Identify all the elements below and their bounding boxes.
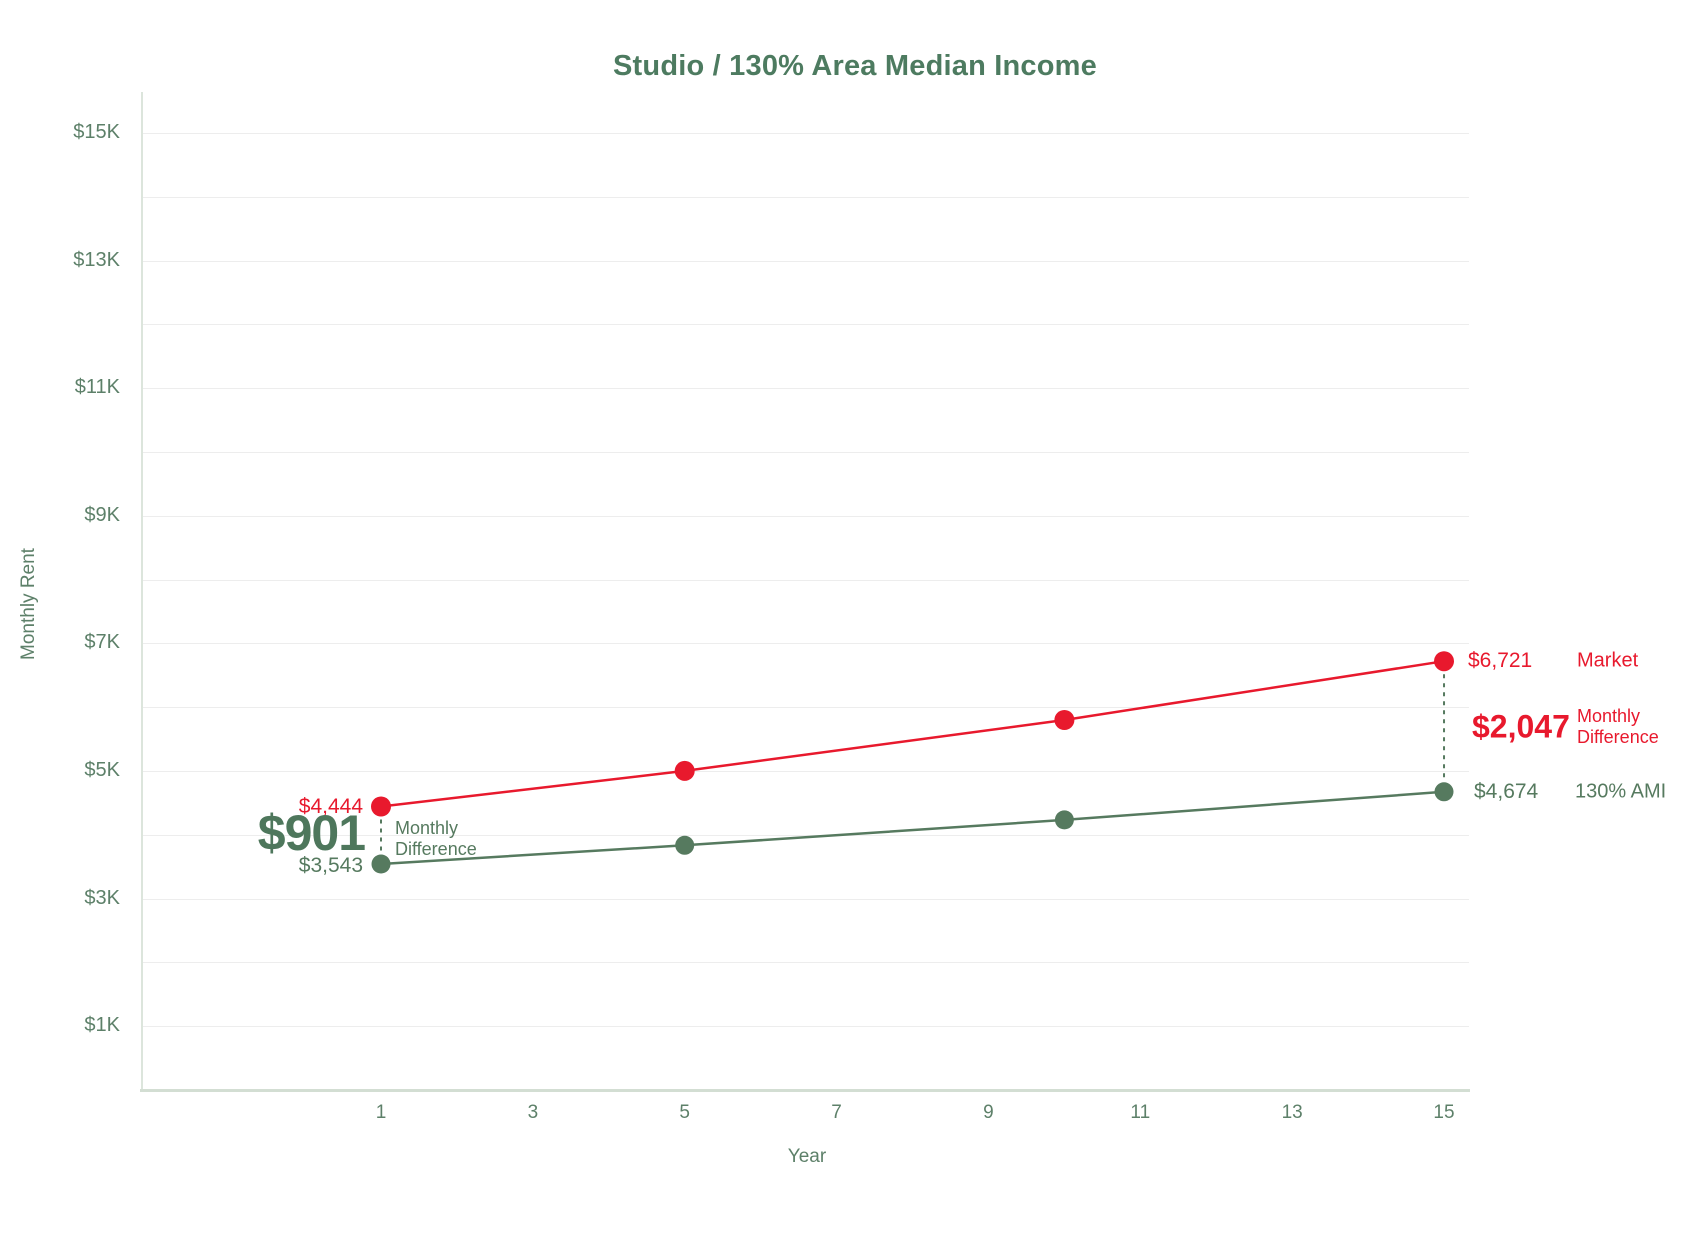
monthly-difference-end-caption: Monthly Difference	[1577, 706, 1659, 748]
y-tick-$11K: $11K	[74, 376, 120, 399]
gridline-14k	[142, 196, 1469, 198]
y-tick-$5K: $5K	[84, 759, 120, 781]
x-tick-9: 9	[983, 1102, 994, 1123]
ami-start-value-label: $3,543	[298, 854, 363, 877]
gridline-11k	[142, 388, 1469, 390]
x-tick-1: 1	[375, 1102, 387, 1123]
gridline-10k	[142, 452, 1469, 453]
y-tick-$3K: $3K	[84, 886, 120, 909]
ami-point-year-1[interactable]	[371, 854, 391, 874]
x-tick-11: 11	[1130, 1102, 1151, 1123]
market-end-value-label: $6,721	[1468, 649, 1533, 673]
gridline-8k	[142, 579, 1469, 581]
monthly-difference-start-value: $901	[257, 805, 366, 862]
ami-line	[380, 790, 1445, 866]
market-point-year-5[interactable]	[674, 760, 695, 781]
gridline-3k	[142, 898, 1469, 900]
gridline-12k	[142, 324, 1469, 326]
market-start-value-label: $4,444	[298, 794, 363, 818]
monthly-difference-end-caption-line1: Monthly	[1577, 705, 1641, 726]
market-point-year-15[interactable]	[1434, 651, 1454, 672]
chart-title: Studio / 130% Area Median Income	[613, 50, 1097, 82]
gridline-13k	[142, 260, 1469, 262]
ami-point-year-15[interactable]	[1434, 782, 1454, 802]
monthly-difference-end-value: $2,047	[1472, 708, 1570, 744]
gridline-7k	[142, 643, 1469, 645]
y-tick-$13K: $13K	[73, 248, 120, 271]
gridline-15k	[142, 133, 1469, 134]
series-label-ami: 130% AMI	[1575, 780, 1667, 803]
gridline-5k	[142, 771, 1469, 772]
monthly-difference-start-caption: Monthly Difference	[395, 818, 477, 860]
gridline-4k	[142, 834, 1469, 836]
ami-end-value-label: $4,674	[1474, 779, 1539, 803]
gridline-2k	[142, 962, 1469, 964]
gridline-1k	[142, 1026, 1469, 1028]
monthly-difference-start-caption-line1: Monthly	[395, 818, 459, 839]
market-point-year-1[interactable]	[371, 796, 391, 817]
y-axis-line	[141, 92, 143, 1090]
x-tick-5: 5	[679, 1102, 690, 1123]
y-tick-$15K: $15K	[73, 121, 120, 143]
y-tick-$9K: $9K	[84, 503, 120, 526]
ami-point-year-10[interactable]	[1054, 810, 1074, 830]
y-tick-$7K: $7K	[84, 631, 120, 654]
gridline-9k	[142, 515, 1469, 517]
gridline-6k	[142, 707, 1469, 709]
x-tick-13: 13	[1281, 1102, 1303, 1123]
x-tick-15: 15	[1433, 1102, 1455, 1123]
market-line	[380, 659, 1445, 808]
series-label-market: Market	[1577, 649, 1639, 672]
monthly-difference-end-caption-line2: Difference	[1577, 726, 1659, 747]
y-tick-$1K: $1K	[84, 1014, 120, 1037]
ami-point-year-5[interactable]	[675, 835, 695, 855]
x-axis-title: Year	[787, 1146, 827, 1167]
monthly-difference-start-caption-line2: Difference	[395, 839, 477, 860]
x-tick-7: 7	[831, 1102, 842, 1123]
x-tick-3: 3	[527, 1102, 539, 1123]
market-point-year-10[interactable]	[1054, 710, 1075, 730]
x-axis-line	[140, 1089, 1470, 1092]
